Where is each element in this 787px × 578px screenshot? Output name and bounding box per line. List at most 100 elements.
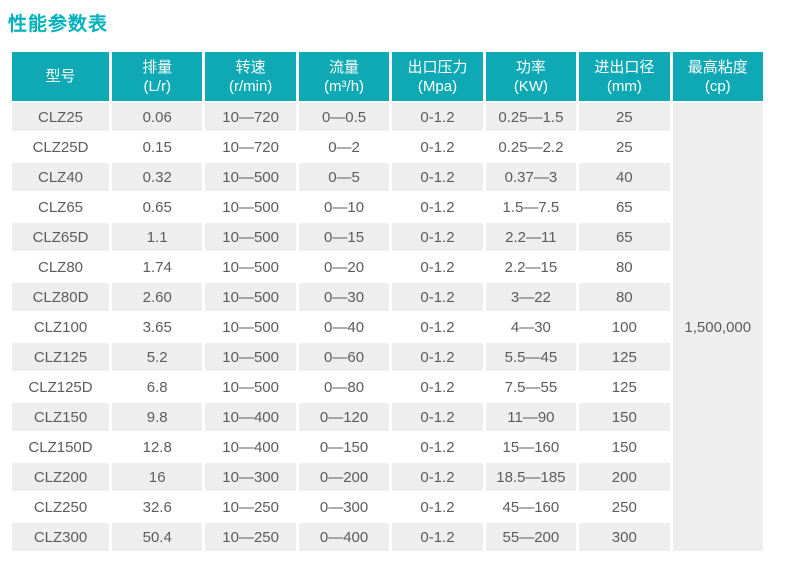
cell-port-diameter: 200 bbox=[579, 463, 670, 491]
cell-speed: 10—500 bbox=[205, 283, 296, 311]
col-header-label: 转速 bbox=[235, 58, 266, 76]
cell-displacement: 50.4 bbox=[112, 523, 203, 551]
cell-speed: 10—500 bbox=[205, 253, 296, 281]
table-row: CLZ40 0.32 10—500 0—5 0-1.2 0.37—3 40 bbox=[12, 163, 763, 191]
cell-outlet-pressure: 0-1.2 bbox=[392, 133, 483, 161]
cell-model: CLZ80 bbox=[12, 253, 109, 281]
cell-model: CLZ150D bbox=[12, 433, 109, 461]
cell-outlet-pressure: 0-1.2 bbox=[392, 223, 483, 251]
table-body: CLZ25 0.06 10—720 0—0.5 0-1.2 0.25—1.5 25 1,500… bbox=[12, 103, 763, 551]
col-header-power: 功率 (KW) bbox=[485, 52, 577, 101]
cell-model: CLZ125 bbox=[12, 343, 109, 371]
cell-flow: 0—120 bbox=[298, 403, 390, 431]
col-header-flow: 流量 (m³/h) bbox=[298, 52, 390, 101]
cell-power: 45—160 bbox=[485, 493, 577, 521]
cell-speed: 10—500 bbox=[205, 313, 296, 341]
col-header-label: 流量 bbox=[329, 58, 360, 76]
page-title: 性能参数表 bbox=[8, 14, 109, 35]
cell-outlet-pressure: 0-1.2 bbox=[392, 313, 483, 341]
cell-flow: 0—60 bbox=[298, 343, 390, 371]
cell-displacement: 6.8 bbox=[112, 373, 203, 401]
cell-model: CLZ40 bbox=[12, 163, 109, 191]
cell-model: CLZ25 bbox=[12, 103, 109, 131]
cell-speed: 10—250 bbox=[205, 523, 296, 551]
cell-outlet-pressure: 0-1.2 bbox=[392, 403, 483, 431]
col-header-label: 排量 bbox=[142, 58, 173, 76]
col-header-unit: (KW) bbox=[513, 77, 548, 95]
cell-model: CLZ25D bbox=[12, 133, 109, 161]
cell-port-diameter: 125 bbox=[579, 343, 670, 371]
col-header-max-viscosity: 最高粘度 (cp) bbox=[672, 52, 763, 101]
cell-max-viscosity: 1,500,000 bbox=[672, 103, 763, 551]
cell-flow: 0—150 bbox=[298, 433, 390, 461]
cell-displacement: 0.65 bbox=[112, 193, 203, 221]
cell-power: 18.5—185 bbox=[485, 463, 577, 491]
cell-outlet-pressure: 0-1.2 bbox=[392, 523, 483, 551]
cell-power: 0.25—1.5 bbox=[485, 103, 577, 131]
cell-flow: 0—5 bbox=[298, 163, 390, 191]
col-header-port-diameter: 进出口径 (mm) bbox=[579, 52, 670, 101]
col-header-label: 进出口径 bbox=[594, 58, 655, 76]
cell-port-diameter: 125 bbox=[579, 373, 670, 401]
cell-port-diameter: 80 bbox=[579, 283, 670, 311]
table-row: CLZ300 50.4 10—250 0—400 0-1.2 55—200 300 bbox=[12, 523, 763, 551]
cell-flow: 0—0.5 bbox=[298, 103, 390, 131]
cell-model: CLZ250 bbox=[12, 493, 109, 521]
cell-power: 2.2—11 bbox=[485, 223, 577, 251]
col-header-displacement: 排量 (L/r) bbox=[112, 52, 203, 101]
col-header-unit: (m³/h) bbox=[324, 77, 365, 95]
cell-outlet-pressure: 0-1.2 bbox=[392, 193, 483, 221]
cell-port-diameter: 25 bbox=[579, 133, 670, 161]
cell-power: 2.2—15 bbox=[485, 253, 577, 281]
cell-displacement: 0.06 bbox=[112, 103, 203, 131]
cell-port-diameter: 25 bbox=[579, 103, 670, 131]
col-header-label: 型号 bbox=[45, 68, 76, 85]
cell-power: 4—30 bbox=[485, 313, 577, 341]
col-header-label: 最高粘度 bbox=[687, 58, 748, 76]
table-row: CLZ125D 6.8 10—500 0—80 0-1.2 7.5—55 125 bbox=[12, 373, 763, 401]
cell-port-diameter: 40 bbox=[579, 163, 670, 191]
cell-port-diameter: 65 bbox=[579, 193, 670, 221]
col-header-unit: (L/r) bbox=[143, 77, 171, 95]
cell-port-diameter: 150 bbox=[579, 433, 670, 461]
cell-speed: 10—500 bbox=[205, 163, 296, 191]
cell-flow: 0—40 bbox=[298, 313, 390, 341]
cell-displacement: 3.65 bbox=[112, 313, 203, 341]
table-row: CLZ250 32.6 10—250 0—300 0-1.2 45—160 250 bbox=[12, 493, 763, 521]
cell-speed: 10—300 bbox=[205, 463, 296, 491]
cell-power: 5.5—45 bbox=[485, 343, 577, 371]
table-row: CLZ65D 1.1 10—500 0—15 0-1.2 2.2—11 65 bbox=[12, 223, 763, 251]
cell-displacement: 9.8 bbox=[112, 403, 203, 431]
table-row: CLZ65 0.65 10—500 0—10 0-1.2 1.5—7.5 65 bbox=[12, 193, 763, 221]
cell-outlet-pressure: 0-1.2 bbox=[392, 433, 483, 461]
cell-displacement: 16 bbox=[112, 463, 203, 491]
cell-flow: 0—30 bbox=[298, 283, 390, 311]
cell-speed: 10—500 bbox=[205, 223, 296, 251]
table-header: 型号 排量 (L/r) 转速 (r/min) 流量 (m³/h) 出口压力 bbox=[12, 52, 763, 101]
cell-port-diameter: 65 bbox=[579, 223, 670, 251]
col-header-unit: (r/min) bbox=[228, 77, 273, 95]
cell-outlet-pressure: 0-1.2 bbox=[392, 343, 483, 371]
cell-model: CLZ150 bbox=[12, 403, 109, 431]
cell-port-diameter: 80 bbox=[579, 253, 670, 281]
cell-power: 1.5—7.5 bbox=[485, 193, 577, 221]
table-row: CLZ80 1.74 10—500 0—20 0-1.2 2.2—15 80 bbox=[12, 253, 763, 281]
cell-port-diameter: 100 bbox=[579, 313, 670, 341]
cell-power: 7.5—55 bbox=[485, 373, 577, 401]
cell-model: CLZ125D bbox=[12, 373, 109, 401]
col-header-unit: (Mpa) bbox=[417, 77, 458, 95]
cell-model: CLZ80D bbox=[12, 283, 109, 311]
table-row: CLZ100 3.65 10—500 0—40 0-1.2 4—30 100 bbox=[12, 313, 763, 341]
cell-outlet-pressure: 0-1.2 bbox=[392, 493, 483, 521]
table-row: CLZ150D 12.8 10—400 0—150 0-1.2 15—160 150 bbox=[12, 433, 763, 461]
cell-outlet-pressure: 0-1.2 bbox=[392, 103, 483, 131]
cell-power: 3—22 bbox=[485, 283, 577, 311]
cell-flow: 0—15 bbox=[298, 223, 390, 251]
cell-model: CLZ65 bbox=[12, 193, 109, 221]
col-header-label: 出口压力 bbox=[407, 58, 468, 76]
cell-power: 11—90 bbox=[485, 403, 577, 431]
col-header-unit: (mm) bbox=[606, 77, 642, 95]
cell-outlet-pressure: 0-1.2 bbox=[392, 283, 483, 311]
cell-flow: 0—300 bbox=[298, 493, 390, 521]
cell-port-diameter: 250 bbox=[579, 493, 670, 521]
